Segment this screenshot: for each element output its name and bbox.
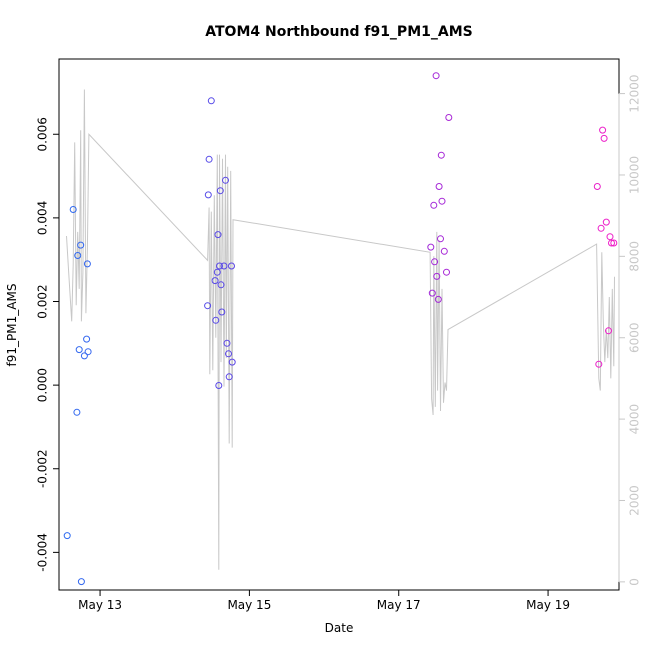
data-point — [606, 233, 614, 241]
data-point — [431, 258, 439, 266]
data-point — [443, 268, 450, 276]
data-point — [214, 231, 222, 239]
data-point — [205, 155, 213, 163]
data-point — [204, 191, 212, 199]
y-tick-label: -0.004 — [35, 533, 49, 572]
data-point — [608, 239, 615, 247]
y-tick-label: -0.002 — [36, 449, 50, 488]
data-point — [430, 201, 438, 209]
data-point — [207, 97, 215, 105]
data-point — [600, 134, 608, 142]
data-point — [438, 197, 446, 205]
data-point — [223, 339, 231, 347]
right-tick-label: 0 — [627, 578, 641, 586]
data-point — [204, 302, 212, 310]
data-point — [225, 350, 232, 358]
data-point — [212, 316, 220, 324]
data-point — [215, 382, 223, 389]
data-point — [595, 360, 603, 368]
y-tick-label: 0.002 — [36, 284, 50, 318]
x-ticks: May 13 May 15 May 17 May 19 — [78, 590, 570, 612]
data-point — [222, 176, 229, 184]
data-point — [220, 262, 228, 270]
scatter-series — [63, 72, 618, 586]
data-point — [69, 206, 77, 213]
x-axis: May 13 May 15 May 17 May 19 — [78, 590, 570, 612]
data-point — [597, 224, 605, 232]
data-point — [77, 578, 85, 586]
data-point — [437, 151, 445, 159]
right-tick-label: 10000 — [627, 156, 641, 194]
x-tick-label: May 19 — [526, 598, 570, 612]
data-point — [211, 277, 219, 285]
data-point — [216, 187, 224, 195]
data-point — [84, 348, 92, 356]
y-tick-label: 0.000 — [36, 368, 50, 402]
y-axis: -0.004 -0.002 0.000 0.002 0.004 0.006 — [35, 117, 59, 572]
data-point — [218, 308, 226, 316]
right-tick-label: 12000 — [627, 75, 641, 113]
y-ticks: -0.004 -0.002 0.000 0.002 0.004 0.006 — [35, 117, 59, 572]
data-point — [432, 72, 440, 80]
data-point — [213, 268, 221, 276]
y-tick-label: 0.004 — [35, 201, 49, 235]
altitude-line — [66, 89, 615, 570]
data-point — [73, 408, 81, 416]
data-point — [602, 218, 610, 226]
data-point — [593, 183, 601, 190]
data-point — [83, 335, 91, 343]
data-point — [435, 183, 443, 190]
data-point — [225, 373, 233, 381]
right-axis-ticks: 0 2000 4000 6000 8000 10000 12000 — [618, 75, 642, 586]
x-tick-label: May 15 — [227, 598, 271, 612]
altitude-series — [66, 89, 615, 570]
right-tick-label: 4000 — [628, 404, 642, 435]
data-point — [440, 247, 448, 255]
right-tick-label: 6000 — [628, 322, 642, 353]
data-point — [427, 243, 435, 251]
right-tick-label: 2000 — [627, 485, 641, 516]
right-tick-label: 8000 — [628, 241, 642, 272]
data-point — [80, 352, 88, 360]
data-point — [228, 262, 235, 270]
data-point — [605, 327, 612, 335]
right-axis: 0 2000 4000 6000 8000 10000 12000 — [618, 75, 642, 586]
data-point — [610, 239, 618, 247]
data-point — [75, 346, 83, 354]
data-point — [216, 262, 223, 270]
y-tick-label: 0.006 — [35, 117, 49, 151]
chart-title: ATOM4 Northbound f91_PM1_AMS — [205, 24, 472, 40]
data-point — [434, 295, 442, 303]
y-axis-label: f91_PM1_AMS — [5, 284, 19, 367]
data-point — [77, 241, 85, 249]
data-point — [63, 532, 71, 540]
plot-frame — [58, 58, 620, 591]
data-point — [433, 272, 441, 280]
data-point — [83, 260, 91, 268]
x-tick-label: May 13 — [78, 598, 122, 612]
data-point — [217, 281, 225, 289]
x-tick-label: May 17 — [377, 598, 421, 612]
data-point — [228, 358, 236, 366]
data-point — [445, 114, 453, 121]
x-axis-label: Date — [325, 621, 354, 635]
data-point — [599, 126, 607, 134]
data-point — [437, 235, 444, 243]
data-point — [74, 252, 82, 259]
data-point — [428, 289, 436, 297]
